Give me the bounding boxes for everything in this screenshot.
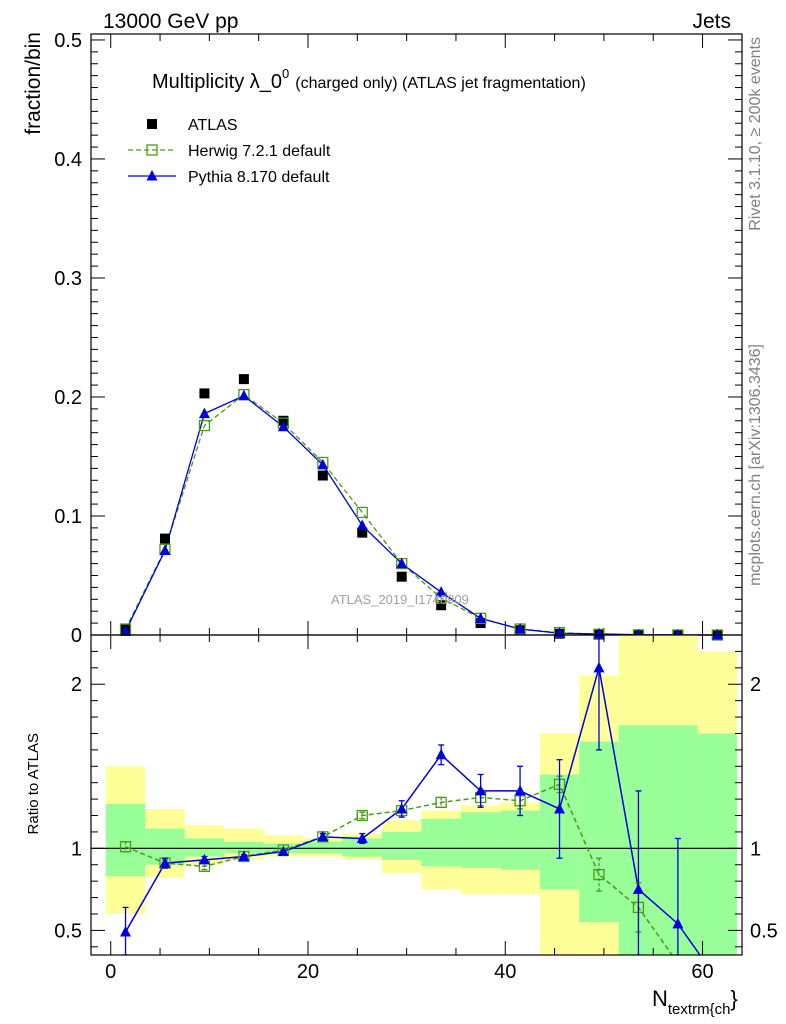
ratio-band-stat — [579, 741, 619, 923]
side-label-top: Rivet 3.1.10, ≥ 200k events — [747, 37, 764, 231]
ratio-point-pythia — [475, 784, 487, 796]
header-right: Jets — [692, 10, 731, 33]
main-title-sup: 0 — [282, 66, 289, 81]
ratio-point-pythia — [435, 748, 447, 760]
ratio-band-stat — [105, 804, 146, 877]
x-axis-label-main: N — [652, 986, 668, 1011]
ratio-point-herwig — [356, 809, 368, 822]
ratio-x-tick-label: 60 — [691, 961, 713, 983]
ratio-y-tick-label-left: 2 — [71, 674, 82, 696]
ratio-point-pythia — [672, 917, 684, 929]
ratio-band-stat — [224, 841, 264, 854]
ratio-y-tick-label-right: 0.5 — [750, 920, 778, 942]
main-point-pythia — [159, 544, 171, 556]
ratio-point-pythia — [356, 832, 368, 843]
ratio-band-stat — [342, 838, 382, 857]
main-panel: fraction/bin Multiplicity λ_00(charged o… — [22, 30, 743, 647]
main-point-herwig — [198, 419, 211, 432]
main-point-pythia — [198, 407, 210, 419]
ratio-point-pythia — [159, 857, 171, 868]
ratio-point-pythia — [198, 853, 210, 865]
ratio-point-pythia — [317, 830, 329, 842]
main-y-axis-label: fraction/bin — [22, 32, 45, 135]
header-left: 13000 GeV pp — [103, 10, 238, 33]
x-axis-label-tail: } — [730, 986, 737, 1011]
main-point-data — [396, 571, 407, 582]
ratio-x-tick-label: 20 — [297, 961, 319, 983]
x-axis-label-sub: textrm{ch — [668, 1001, 731, 1018]
ratio-point-herwig — [119, 841, 132, 853]
ratio-y-axis-label: Ratio to ATLAS — [25, 733, 42, 834]
main-point-pythia — [356, 519, 368, 531]
legend-marker-herwig — [146, 144, 158, 156]
x-axis-label: Ntextrm{ch} — [652, 986, 738, 1018]
ratio-band-stat — [500, 810, 540, 870]
main-point-data — [238, 374, 249, 385]
main-point-data — [199, 388, 210, 399]
main-point-pythia — [317, 458, 329, 470]
main-y-tick-label: 0.1 — [54, 506, 82, 528]
main-title-main: Multiplicity λ_0 — [152, 71, 282, 93]
main-y-tick-label: 0.5 — [54, 30, 82, 52]
main-point-pythia — [593, 627, 605, 639]
main-point-pythia — [711, 628, 723, 640]
ratio-point-pythia — [120, 926, 132, 937]
main-title: Multiplicity λ_00 (charged only) (ATLAS j… — [152, 66, 586, 93]
side-label-bottom: mcplots.cern.ch [arXiv:1306.3436] — [747, 344, 764, 586]
ratio-band-stat — [460, 812, 501, 869]
ratio-point-pythia — [277, 845, 289, 857]
ratio-y-tick-label-right: 1 — [750, 838, 761, 860]
main-point-pythia — [120, 625, 132, 636]
legend-label: Herwig 7.2.1 default — [188, 143, 331, 160]
main-point-data — [436, 600, 447, 611]
main-point-data — [159, 533, 170, 544]
ratio-band-stat — [697, 733, 738, 955]
ratio-x-tick-label: 0 — [105, 961, 116, 983]
ratio-point-pythia — [632, 883, 644, 894]
ratio-frame — [90, 634, 743, 956]
main-y-tick-label: 0.4 — [54, 149, 82, 171]
main-point-pythia — [238, 389, 250, 401]
main-y-tick-label: 0 — [71, 625, 82, 647]
main-point-pythia — [396, 557, 408, 569]
legend-marker-pythia — [146, 170, 158, 181]
watermark: ATLAS_2019_I1740909 — [331, 592, 469, 607]
ratio-band-stat — [184, 838, 225, 857]
ratio-series-line — [124, 667, 701, 955]
legend: ATLAS Herwig 7.2.1 default Pythia 8.170 de… — [128, 117, 331, 186]
ratio-y-tick-label-right: 2 — [750, 674, 761, 696]
ratio-panel: Ratio to ATLAS 0.5 0.51 12 20 20 40 60 Ntextrm… — [25, 634, 778, 1018]
ratio-point-pythia — [396, 802, 408, 814]
legend-marker-data — [147, 119, 157, 129]
ratio-y-tick-label-left: 0.5 — [54, 920, 82, 942]
ratio-point-pythia — [238, 850, 250, 862]
ratio-point-pythia — [593, 661, 605, 673]
legend-label: Pythia 8.170 default — [188, 169, 330, 186]
main-point-pythia — [475, 612, 487, 623]
main-series-line — [124, 395, 718, 636]
main-y-tick-label: 0.2 — [54, 387, 82, 409]
main-point-pythia — [435, 586, 447, 597]
main-y-tick-label: 0.3 — [54, 268, 82, 290]
ratio-point-pythia — [514, 784, 526, 796]
legend-label: ATLAS — [188, 117, 238, 134]
main-point-herwig — [356, 506, 368, 519]
main-point-pythia — [514, 623, 526, 634]
ratio-band-stat — [421, 818, 461, 867]
main-point-pythia — [277, 420, 289, 432]
main-point-data — [357, 527, 368, 538]
main-title-rest: (charged only) (ATLAS jet fragmentation) — [295, 75, 586, 92]
ratio-point-herwig — [435, 796, 447, 809]
ratio-point-herwig — [593, 868, 605, 881]
ratio-point-pythia — [554, 802, 566, 814]
ratio-band-stat — [381, 831, 422, 860]
ratio-y-tick-label-left: 1 — [71, 838, 82, 860]
ratio-x-tick-label: 40 — [494, 961, 516, 983]
main-point-data — [317, 470, 328, 481]
ratio-band-stat — [303, 841, 343, 854]
